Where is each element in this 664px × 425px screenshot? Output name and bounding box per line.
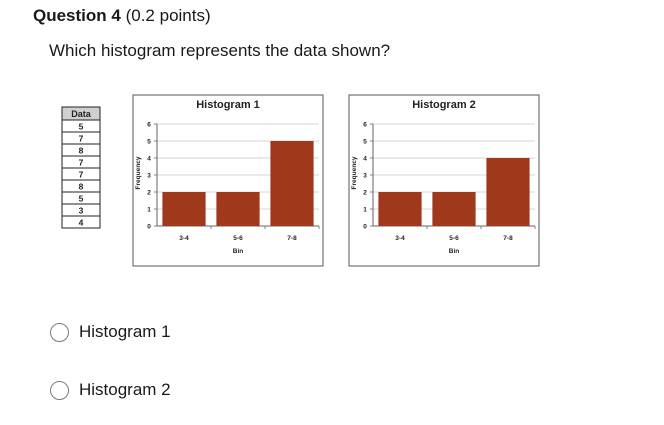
y-tick-label: 1 bbox=[363, 207, 367, 214]
y-tick-label: 6 bbox=[363, 122, 367, 129]
option-label: Histogram 1 bbox=[79, 322, 171, 341]
option-label: Histogram 2 bbox=[79, 380, 171, 399]
y-tick-label: 4 bbox=[147, 156, 151, 163]
question-title: Question 4 (0.2 points) bbox=[33, 6, 211, 26]
x-axis-label: Bin bbox=[233, 248, 244, 255]
data-table-header: Data bbox=[71, 109, 92, 119]
y-tick-label: 5 bbox=[363, 139, 367, 146]
y-tick-label: 4 bbox=[363, 156, 367, 163]
data-table-value: 8 bbox=[79, 182, 84, 192]
y-tick-label: 2 bbox=[363, 190, 367, 197]
data-table-value: 4 bbox=[79, 218, 84, 228]
data-table-cell bbox=[61, 215, 101, 229]
data-table-value: 7 bbox=[79, 170, 84, 180]
y-tick-label: 6 bbox=[147, 122, 151, 129]
histogram-bar bbox=[432, 192, 476, 226]
data-table: Data 5 7 8 7 7 8 5 3 4 bbox=[61, 106, 101, 229]
x-tick-label: 7-8 bbox=[503, 235, 513, 242]
question-number: Question 4 bbox=[33, 6, 121, 25]
y-tick-label: 0 bbox=[363, 224, 367, 231]
histogram-1-radio[interactable] bbox=[50, 322, 69, 342]
question-text: Which histogram represents the data show… bbox=[49, 41, 391, 60]
option-histogram-1[interactable]: Histogram 1 bbox=[50, 322, 171, 342]
data-table-value: 5 bbox=[79, 194, 84, 204]
histogram-bar bbox=[270, 141, 314, 226]
y-tick-label: 5 bbox=[147, 139, 151, 146]
x-axis-label: Bin bbox=[449, 248, 460, 255]
x-tick-label: 5-6 bbox=[449, 235, 459, 242]
y-tick-label: 3 bbox=[363, 173, 367, 180]
y-tick-label: 1 bbox=[147, 207, 151, 214]
histogram-bar bbox=[378, 192, 422, 226]
histogram-bar bbox=[216, 192, 260, 226]
y-tick-label: 2 bbox=[147, 190, 151, 197]
chart-title: Histogram 2 bbox=[412, 99, 476, 111]
question-points: (0.2 points) bbox=[125, 6, 211, 25]
x-tick-label: 5-6 bbox=[233, 235, 243, 242]
x-tick-label: 3-4 bbox=[179, 235, 189, 242]
histogram-2-chart: Histogram 2 0 1 2 3 4 5 6 Frequency 3-4 5-6 7-8 Bin bbox=[348, 94, 540, 267]
data-table-value: 3 bbox=[79, 206, 84, 216]
y-axis-label: Frequency bbox=[351, 156, 358, 189]
option-histogram-2[interactable]: Histogram 2 bbox=[50, 380, 171, 400]
x-tick-label: 3-4 bbox=[395, 235, 405, 242]
y-axis-label: Frequency bbox=[135, 156, 142, 189]
histogram-1-chart: Histogram 1 0 1 2 3 4 5 6 Frequency 3-4 5-6 7-8 Bin bbox=[132, 94, 324, 267]
y-tick-label: 0 bbox=[147, 224, 151, 231]
data-table-value: 8 bbox=[79, 146, 84, 156]
y-tick-label: 3 bbox=[147, 173, 151, 180]
data-table-value: 7 bbox=[79, 134, 84, 144]
histogram-2-radio[interactable] bbox=[50, 380, 69, 400]
histogram-bar bbox=[162, 192, 206, 226]
question-figure: Data 5 7 8 7 7 8 5 3 4 Histogram 1 0 1 2 3 4 5 6 Frequen… bbox=[61, 94, 540, 267]
histogram-bar bbox=[486, 158, 530, 226]
data-table-value: 7 bbox=[79, 158, 84, 168]
data-table-value: 5 bbox=[79, 122, 84, 132]
x-tick-label: 7-8 bbox=[287, 235, 297, 242]
chart-title: Histogram 1 bbox=[196, 99, 260, 111]
